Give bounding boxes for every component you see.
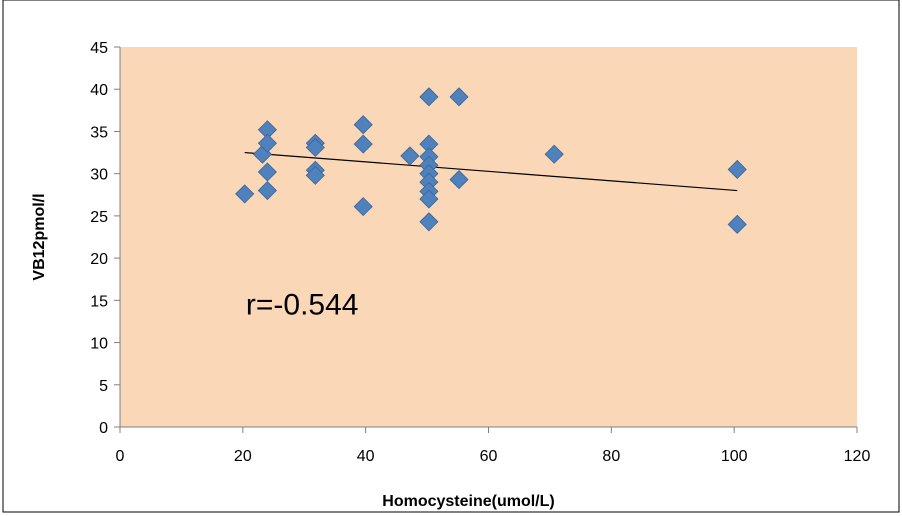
data-point xyxy=(419,189,439,209)
y-tick-label: 5 xyxy=(99,378,108,395)
data-point xyxy=(305,137,325,158)
x-tick-label: 100 xyxy=(721,448,748,465)
data-point xyxy=(449,87,469,107)
x-tick-label: 20 xyxy=(234,448,252,465)
data-point xyxy=(419,212,439,232)
y-tick-label: 45 xyxy=(90,40,108,57)
data-point xyxy=(235,184,255,204)
x-tick-label: 120 xyxy=(844,448,871,465)
y-tick-label: 35 xyxy=(90,124,108,141)
y-tick-label: 25 xyxy=(90,209,108,226)
data-point xyxy=(400,146,420,166)
trendline-layer xyxy=(244,151,738,192)
y-tick-label: 0 xyxy=(99,420,108,437)
data-point xyxy=(727,214,747,234)
data-point xyxy=(353,197,373,217)
correlation-annotation: r=-0.544 xyxy=(246,289,359,322)
y-tick-label: 15 xyxy=(90,293,108,310)
x-tick-label: 0 xyxy=(116,448,125,465)
data-point xyxy=(449,170,469,190)
data-point xyxy=(353,134,373,154)
y-axis-title: VB12pmol/l xyxy=(31,193,48,280)
y-tick-label: 10 xyxy=(90,336,108,353)
data-point xyxy=(257,180,277,201)
data-point xyxy=(544,144,564,164)
x-tick-label: 40 xyxy=(357,448,375,465)
data-point xyxy=(257,133,277,153)
plot-area xyxy=(120,47,857,427)
y-tick-label: 40 xyxy=(90,82,108,99)
trendline xyxy=(244,151,738,192)
x-axis: 0 20 40 60 80 100 120 xyxy=(116,426,871,465)
data-points xyxy=(235,87,747,234)
data-point xyxy=(353,115,373,135)
data-point xyxy=(257,162,277,182)
data-point xyxy=(419,87,439,107)
x-axis-title: Homocysteine(umol/L) xyxy=(382,493,554,510)
y-tick-label: 30 xyxy=(90,167,108,184)
y-tick-label: 20 xyxy=(90,251,108,268)
data-point xyxy=(305,165,325,185)
x-tick-label: 60 xyxy=(480,448,498,465)
y-axis: 0 5 10 15 20 25 30 35 40 45 xyxy=(90,40,121,437)
data-point xyxy=(727,159,747,180)
x-tick-label: 80 xyxy=(602,448,620,465)
